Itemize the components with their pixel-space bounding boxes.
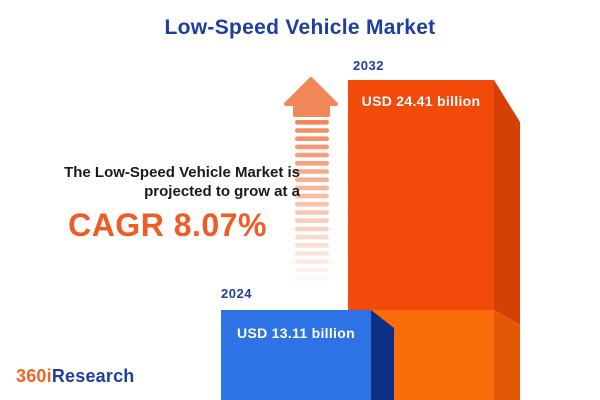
bar-2024-value-label: USD 13.11 billion — [237, 325, 355, 341]
annotation-line-1: The Low-Speed Vehicle Market is — [64, 164, 300, 181]
annotation-line-2: projected to grow at a — [144, 183, 300, 200]
annotation-block: The Low-Speed Vehicle Market is projecte… — [35, 163, 300, 244]
bar-2032-year-label: 2032 — [353, 58, 384, 73]
logo-suffix: Research — [51, 366, 135, 386]
bar-2032-side-lower — [494, 310, 520, 400]
logo-360iresearch: 360iResearch — [16, 366, 135, 387]
growth-arrow-head — [284, 77, 338, 117]
bar-2024-year-label: 2024 — [221, 286, 252, 301]
logo-prefix: 360i — [16, 366, 52, 386]
growth-arrow-stripes — [295, 120, 329, 281]
page-title: Low-Speed Vehicle Market — [164, 16, 436, 39]
bar-2024-side — [371, 310, 394, 400]
bar-2032-face-upper — [348, 80, 494, 310]
bar-2032-side-upper — [494, 80, 520, 325]
bar-2032-value-label: USD 24.41 billion — [361, 93, 481, 109]
bar-2024-face — [221, 310, 371, 400]
cagr-value: CAGR 8.07% — [68, 207, 267, 243]
